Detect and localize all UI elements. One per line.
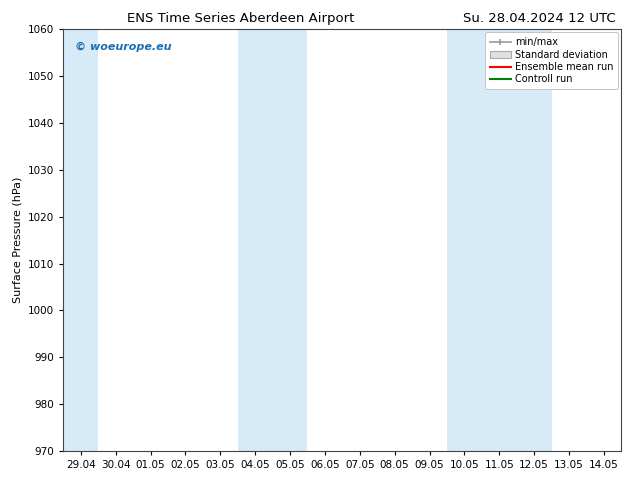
Legend: min/max, Standard deviation, Ensemble mean run, Controll run: min/max, Standard deviation, Ensemble me… [485, 32, 618, 89]
Text: © woeurope.eu: © woeurope.eu [75, 42, 171, 52]
Bar [238, 29, 307, 451]
Text: ENS Time Series Aberdeen Airport: ENS Time Series Aberdeen Airport [127, 12, 354, 25]
Text: Su. 28.04.2024 12 UTC: Su. 28.04.2024 12 UTC [463, 12, 616, 25]
Bar [447, 29, 552, 451]
Bar [63, 29, 98, 451]
Y-axis label: Surface Pressure (hPa): Surface Pressure (hPa) [13, 177, 23, 303]
